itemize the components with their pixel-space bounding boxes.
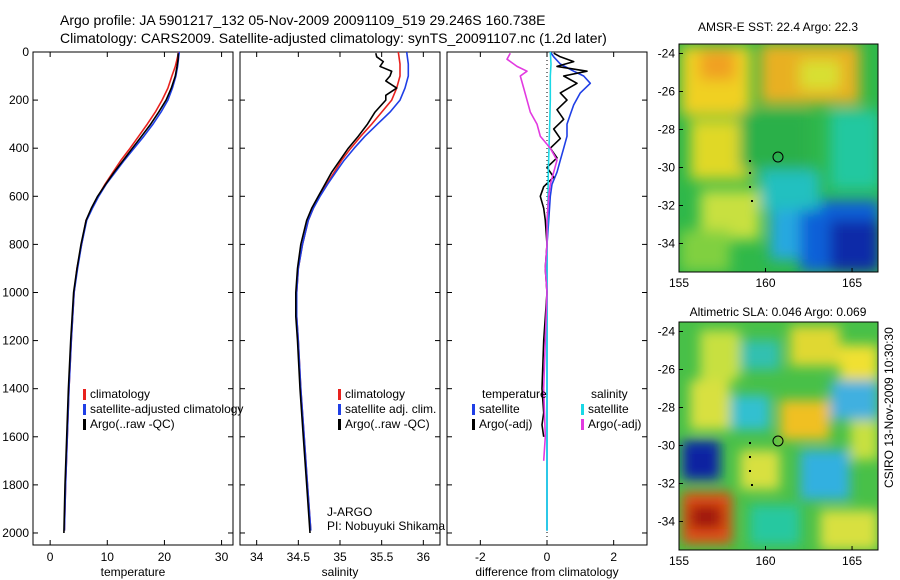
legend-label: climatology xyxy=(345,387,405,401)
x-tick-label: 10 xyxy=(101,550,115,564)
map-x-tick-label: 155 xyxy=(669,276,689,290)
series-line-climatology xyxy=(63,51,180,531)
figure-title-line-2: Climatology: CARS2009. Satellite-adjuste… xyxy=(60,30,607,46)
legend-label: Argo(-adj) xyxy=(588,417,641,431)
float-attribution: PI: Nobuyuki Shikama xyxy=(327,519,445,533)
legend-swatch xyxy=(338,404,341,415)
y-tick-label: 0 xyxy=(22,45,29,59)
map-y-tick-label: -34 xyxy=(658,515,676,529)
x-tick-label: -2 xyxy=(475,550,486,564)
sst-map: AMSR-E SST: 22.4 Argo: 22.3 155 160 165 -24… xyxy=(658,20,879,291)
profile-panel-1: 0 10 20 30 temperature 0 200 400 600 800 1000 1200 1… xyxy=(2,45,243,579)
sst-map-axes: 155 160 165 -24 -26 -28 -30 -32 -34 xyxy=(658,47,863,291)
series-line-argo-raw-qc xyxy=(63,53,179,534)
sla-argo-location-marker xyxy=(772,435,784,447)
map-x-tick-label: 155 xyxy=(669,554,689,568)
sla-map: Altimetric SLA: 0.046 Argo: 0.069 xyxy=(658,305,879,569)
y-tick-label: 1600 xyxy=(2,430,29,444)
legend-label: satellite adj. clim. xyxy=(345,402,436,416)
y-tick-label: 200 xyxy=(9,93,29,107)
map-y-tick-label: -24 xyxy=(658,325,676,339)
legend-swatch xyxy=(472,419,475,430)
y-tick-label: 600 xyxy=(9,189,29,203)
map-y-tick-label: -24 xyxy=(658,47,676,61)
x-tick-label: 34 xyxy=(250,550,264,564)
x-tick-label: 0 xyxy=(544,550,551,564)
map-x-tick-label: 165 xyxy=(842,276,862,290)
map-y-tick-label: -30 xyxy=(658,439,676,453)
legend-label: satellite-adjusted climatology xyxy=(90,402,243,416)
series-line-satellite-adj-clim xyxy=(295,51,410,531)
series-line-satellite-adjusted-climatology xyxy=(63,51,181,531)
sla-map-axes: 155 160 165 -24 -26 -28 -30 -32 -34 xyxy=(658,325,863,569)
map-y-tick-label: -34 xyxy=(658,237,676,251)
legend-label: satellite xyxy=(479,402,520,416)
x-tick-label: 20 xyxy=(158,550,172,564)
x-axis-label: temperature xyxy=(101,565,166,579)
x-tick-label: 34.5 xyxy=(287,550,311,564)
y-tick-label: 400 xyxy=(9,141,29,155)
series-line-temperature-satellite xyxy=(546,51,592,531)
legend-label: satellite xyxy=(588,402,629,416)
map-x-tick-label: 160 xyxy=(756,554,776,568)
map-x-tick-label: 165 xyxy=(842,554,862,568)
series-line-climatology xyxy=(295,51,401,531)
x-tick-label: 35.5 xyxy=(370,550,394,564)
y-tick-label: 1200 xyxy=(2,334,29,348)
legend-swatch xyxy=(83,389,86,400)
sst-track xyxy=(749,160,753,202)
legend-swatch xyxy=(338,419,341,430)
x-tick-label: 0 xyxy=(47,550,54,564)
legend-swatch xyxy=(83,404,86,415)
x-tick-label: 35 xyxy=(333,550,347,564)
sla-map-title: Altimetric SLA: 0.046 Argo: 0.069 xyxy=(690,305,867,319)
sst-argo-location-marker xyxy=(772,151,784,163)
csiro-timestamp: CSIRO 13-Nov-2009 10:30:30 xyxy=(882,327,896,488)
series-line-salinity-argo-adj xyxy=(506,52,558,461)
map-y-tick-label: -28 xyxy=(658,401,676,415)
legend-label: Argo(..raw -QC) xyxy=(90,417,175,431)
legend-swatch xyxy=(581,419,584,430)
panel-frame xyxy=(32,51,234,546)
series-line-argo-raw-qc xyxy=(294,53,398,534)
legend-swatch xyxy=(472,404,475,415)
legend-label: Argo(..raw -QC) xyxy=(345,417,430,431)
legend-swatch xyxy=(338,389,341,400)
x-axis-label: salinity xyxy=(322,565,359,579)
map-x-tick-label: 160 xyxy=(756,276,776,290)
y-tick-label: 1400 xyxy=(2,382,29,396)
y-tick-label: 1000 xyxy=(2,285,29,299)
profile-panel-2: 34 34.5 35 35.5 36 salinity climatologysatelli… xyxy=(239,51,445,579)
float-attribution: J-ARGO xyxy=(327,505,372,519)
x-tick-label: 2 xyxy=(610,550,617,564)
sst-field xyxy=(679,44,878,272)
legend-label: Argo(-adj) xyxy=(479,417,532,431)
map-y-tick-label: -28 xyxy=(658,123,676,137)
x-tick-label: 30 xyxy=(215,550,229,564)
sla-track xyxy=(749,442,753,486)
map-y-tick-label: -32 xyxy=(658,199,676,213)
map-y-tick-label: -26 xyxy=(658,85,676,99)
panel-frame xyxy=(239,51,441,546)
legend-label: temperature xyxy=(482,387,547,401)
y-tick-label: 2000 xyxy=(2,526,29,540)
map-y-tick-label: -32 xyxy=(658,477,676,491)
x-tick-label: 36 xyxy=(417,550,431,564)
legend-label: climatology xyxy=(90,387,150,401)
legend-label: salinity xyxy=(591,387,628,401)
profile-panels: 0 10 20 30temperature0200400600800100012001… xyxy=(2,45,648,579)
map-y-tick-label: -26 xyxy=(658,363,676,377)
map-y-tick-label: -30 xyxy=(658,161,676,175)
y-tick-label: 1800 xyxy=(2,478,29,492)
sst-map-title: AMSR-E SST: 22.4 Argo: 22.3 xyxy=(698,20,858,34)
legend-swatch xyxy=(83,419,86,430)
y-tick-label: 800 xyxy=(9,237,29,251)
legend-swatch xyxy=(581,404,584,415)
x-axis-label: difference from climatology xyxy=(475,565,618,579)
figure-title-line-1: Argo profile: JA 5901217_132 05-Nov-2009… xyxy=(60,12,546,28)
